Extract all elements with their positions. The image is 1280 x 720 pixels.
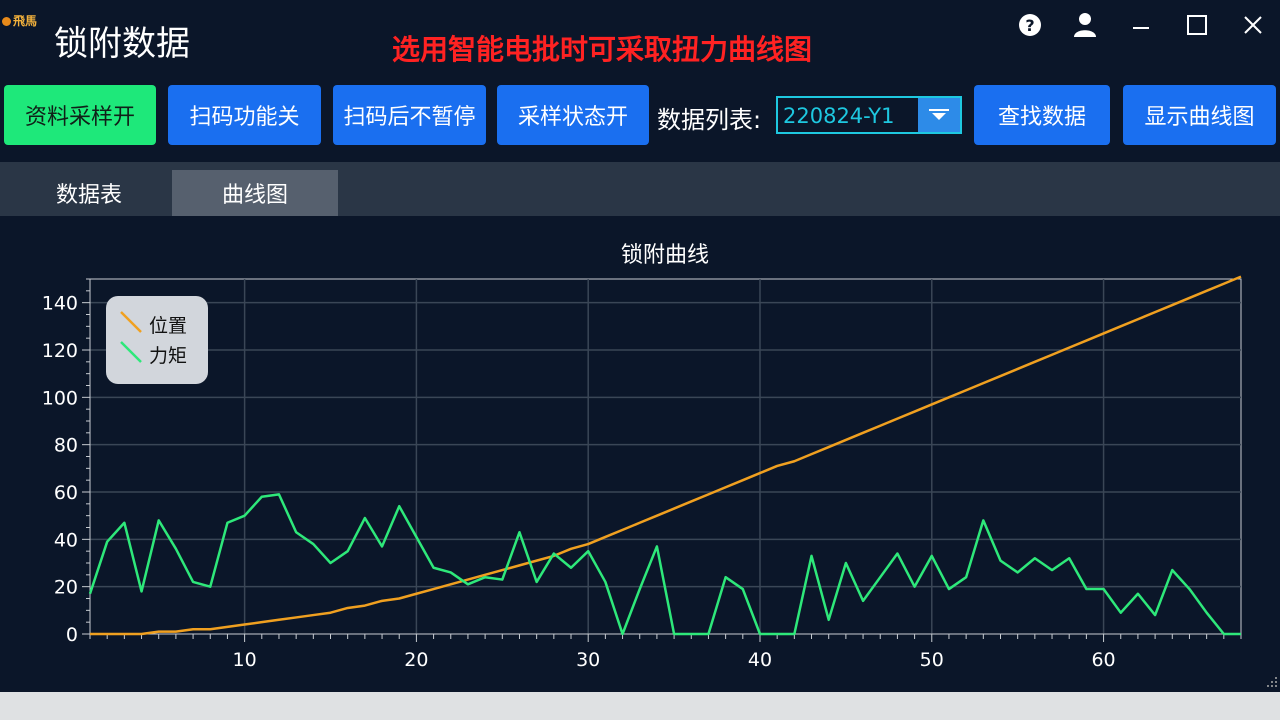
- logo-mark-icon: [2, 17, 11, 26]
- data-list-select[interactable]: 220824-Y1: [776, 96, 962, 134]
- x-tick-label: 60: [1091, 649, 1115, 671]
- user-button[interactable]: [1070, 10, 1100, 40]
- minimize-button[interactable]: [1126, 10, 1156, 40]
- y-tick-label: 40: [54, 529, 78, 551]
- maximize-icon: [1187, 15, 1207, 35]
- chart-series: [88, 275, 1242, 636]
- x-tick-label: 40: [748, 649, 772, 671]
- status-strip: [0, 692, 1280, 720]
- data-list-value: 220824-Y1: [783, 104, 895, 128]
- x-tick-label: 30: [576, 649, 600, 671]
- dropdown-button[interactable]: [918, 98, 960, 132]
- x-tick-label: 10: [233, 649, 257, 671]
- scan-pause-button[interactable]: 扫码后不暂停: [333, 85, 486, 145]
- resize-grip-icon[interactable]: [1264, 676, 1278, 690]
- tab-bar: 数据表 曲线图: [0, 162, 1280, 216]
- chevron-down-icon: [929, 109, 949, 120]
- y-tick-label: 140: [42, 293, 78, 315]
- legend-swatch: [120, 341, 142, 363]
- legend-label: 位置: [149, 315, 187, 337]
- close-button[interactable]: [1238, 10, 1268, 40]
- y-tick-label: 0: [66, 624, 78, 646]
- x-tick-label: 20: [404, 649, 428, 671]
- app-logo: 飛馬: [2, 12, 46, 32]
- logo-text: 飛馬: [13, 14, 38, 28]
- tab-data-table[interactable]: 数据表: [6, 170, 172, 216]
- notice-text: 选用智能电批时可采取扭力曲线图: [392, 33, 813, 66]
- show-curve-button[interactable]: 显示曲线图: [1123, 85, 1276, 145]
- legend-box: [106, 296, 208, 384]
- app-title: 锁附数据: [54, 24, 190, 64]
- chart-panel: 锁附曲线 10 20 30 40 50 60 0 20 40 60 80 100 120 140 位置力矩: [5, 216, 1280, 692]
- sampling-toggle-button[interactable]: 资料采样开: [4, 85, 156, 145]
- y-tick-label: 60: [54, 482, 78, 504]
- chart-axes: 10 20 30 40 50 60 0 20 40 60 80 100 120 140: [42, 278, 1242, 671]
- maximize-button[interactable]: [1182, 10, 1212, 40]
- chart-grid: [89, 278, 1242, 635]
- legend-swatch: [120, 311, 142, 333]
- chart-title: 锁附曲线: [621, 243, 709, 268]
- series-line-position: [90, 275, 1242, 636]
- tab-curve-chart[interactable]: 曲线图: [172, 170, 338, 216]
- help-icon: ?: [1019, 14, 1041, 36]
- y-tick-label: 80: [54, 435, 78, 457]
- y-tick-label: 120: [42, 340, 78, 362]
- sampling-state-button[interactable]: 采样状态开: [497, 85, 649, 145]
- title-bar: 飛馬 锁附数据 选用智能电批时可采取扭力曲线图 ?: [0, 0, 1280, 78]
- help-button[interactable]: ?: [1015, 10, 1045, 40]
- legend-label: 力矩: [149, 345, 187, 367]
- x-tick-label: 50: [920, 649, 944, 671]
- minimize-icon: [1133, 27, 1149, 29]
- data-list-label: 数据列表:: [657, 106, 762, 134]
- series-line-torque: [88, 493, 1241, 636]
- scan-toggle-button[interactable]: 扫码功能关: [168, 85, 321, 145]
- user-icon: [1074, 13, 1096, 37]
- plot-area: [89, 278, 1242, 635]
- find-data-button[interactable]: 查找数据: [974, 85, 1110, 145]
- close-icon: [1244, 16, 1262, 34]
- y-tick-label: 100: [42, 387, 78, 409]
- y-tick-label: 20: [54, 577, 78, 599]
